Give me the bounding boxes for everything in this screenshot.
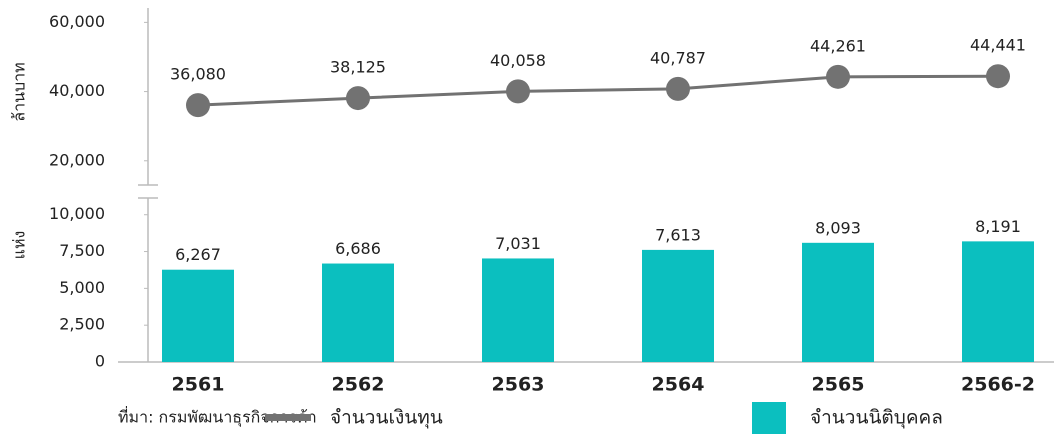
- y-tick-label: 10,000: [49, 204, 105, 223]
- y-tick-label: 2,500: [59, 315, 105, 334]
- legend-label: จำนวนเงินทุน: [330, 407, 443, 430]
- y-tick-label: 0: [95, 352, 105, 371]
- y-tick-label: 20,000: [49, 150, 105, 169]
- marker: [506, 79, 530, 104]
- data-label: 36,080: [170, 65, 226, 84]
- bar: [322, 263, 394, 362]
- bar: [802, 242, 874, 362]
- x-tick-label: 2565: [812, 374, 865, 396]
- y-tick-label: 7,500: [59, 241, 105, 260]
- y-axis-label: ล้านบาท: [10, 62, 29, 121]
- data-label: 6,686: [335, 239, 381, 258]
- x-tick-label: 2566-2: [961, 374, 1035, 396]
- legend-swatch: [752, 402, 786, 434]
- y-tick-label: 40,000: [49, 81, 105, 100]
- marker: [826, 64, 850, 89]
- marker: [666, 76, 690, 101]
- marker: [986, 64, 1010, 89]
- source: ที่มา: กรมพัฒนาธุรกิจการค้า: [118, 406, 317, 428]
- bar: [162, 269, 234, 362]
- bar: [482, 258, 554, 362]
- data-label: 40,058: [490, 51, 546, 70]
- legend-swatch: [265, 414, 311, 421]
- data-label: 7,031: [495, 234, 541, 253]
- data-label: 8,093: [815, 218, 861, 237]
- x-tick-label: 2562: [332, 374, 385, 396]
- data-label: 8,191: [975, 217, 1021, 236]
- x-tick-label: 2561: [172, 374, 225, 396]
- y-axis-label: แห่ง: [10, 231, 29, 260]
- bar: [642, 249, 714, 362]
- line: [197, 74, 999, 107]
- data-label: 6,267: [175, 245, 221, 264]
- marker: [186, 93, 210, 118]
- x-tick-label: 2564: [652, 374, 705, 396]
- data-label: 44,441: [970, 36, 1026, 55]
- x-tick-label: 2563: [492, 374, 545, 396]
- legend-label: จำนวนนิติบุคคล: [810, 407, 943, 430]
- data-label: 7,613: [655, 225, 701, 244]
- data-label: 44,261: [810, 36, 866, 55]
- y-tick-label: 5,000: [59, 278, 105, 297]
- bar: [962, 241, 1034, 362]
- data-label: 40,787: [650, 48, 706, 67]
- y-tick-label: 60,000: [49, 12, 105, 31]
- data-label: 38,125: [330, 58, 386, 77]
- marker: [346, 86, 370, 111]
